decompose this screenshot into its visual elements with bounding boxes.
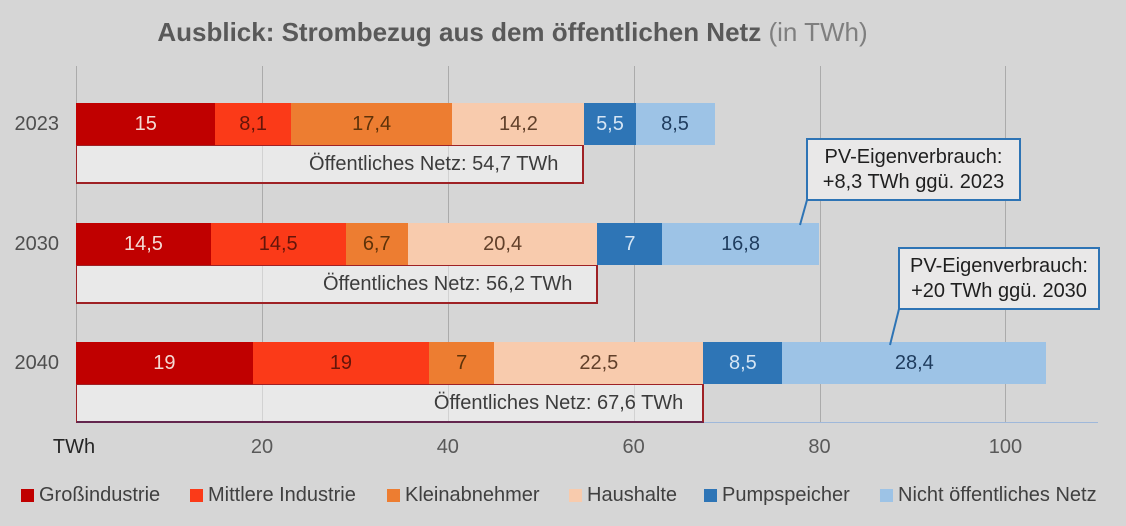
bar-segment-2040-1: 19 bbox=[76, 342, 253, 384]
legend-swatch-1 bbox=[21, 488, 34, 502]
callout-leader-2030 bbox=[799, 199, 808, 226]
value-label: 28,4 bbox=[894, 351, 934, 374]
value-label: 14,5 bbox=[258, 232, 298, 255]
gridline-80 bbox=[819, 66, 821, 423]
legend-label-6: Nicht öffentliches Netz bbox=[898, 483, 1097, 506]
bar-segment-2040-2: 19 bbox=[252, 342, 430, 384]
bar-segment-2023-3: 17,4 bbox=[290, 103, 453, 145]
bar-segment-2023-6: 8,5 bbox=[635, 103, 715, 145]
x-axis-unit: TWh bbox=[52, 436, 96, 458]
category-label-2040: 2040 bbox=[14, 351, 60, 374]
public-net-box-2030: Öffentliches Netz: 56,2 TWh bbox=[76, 265, 599, 304]
public-net-box-2023: Öffentliches Netz: 54,7 TWh bbox=[76, 145, 585, 184]
value-label: 6,7 bbox=[362, 232, 391, 255]
legend-swatch-4 bbox=[569, 488, 582, 502]
category-label-2023: 2023 bbox=[14, 112, 60, 135]
value-label: 14,5 bbox=[123, 232, 163, 255]
value-label: 15 bbox=[134, 112, 157, 135]
bar-segment-2040-4: 22,5 bbox=[494, 342, 704, 384]
value-label: 17,4 bbox=[352, 112, 392, 135]
bar-segment-2040-3: 7 bbox=[429, 342, 495, 384]
legend-label-1: Großindustrie bbox=[39, 483, 161, 506]
chart-title-text: Ausblick: Strombezug aus dem öffentliche… bbox=[157, 17, 762, 47]
bar-segment-2040-5: 8,5 bbox=[703, 342, 783, 384]
legend-label-2: Mittlere Industrie bbox=[208, 483, 356, 506]
chart-title-unit: (in TWh) bbox=[768, 17, 868, 47]
legend-swatch-5 bbox=[704, 488, 717, 502]
value-label: 8,5 bbox=[728, 351, 757, 374]
legend-item-2: Mittlere Industrie bbox=[190, 483, 356, 506]
callout-pv-2040-line2: +20 TWh ggü. 2030 bbox=[911, 279, 1087, 302]
callout-pv-2030-line1: PV-Eigenverbrauch: bbox=[824, 145, 1003, 168]
legend-swatch-2 bbox=[190, 488, 203, 502]
legend-label-5: Pumpspeicher bbox=[722, 483, 850, 506]
value-label: 8,1 bbox=[239, 112, 268, 135]
x-tick-20: 20 bbox=[250, 436, 274, 458]
bar-segment-2023-5: 5,5 bbox=[584, 103, 636, 145]
value-label: 7 bbox=[624, 232, 636, 255]
legend-swatch-6 bbox=[880, 488, 893, 502]
x-tick-60: 60 bbox=[622, 436, 645, 458]
callout-pv-2030: PV-Eigenverbrauch: +8,3 TWh ggü. 2023 bbox=[806, 138, 1021, 201]
bar-segment-2030-6: 16,8 bbox=[662, 223, 819, 265]
callout-pv-2040: PV-Eigenverbrauch: +20 TWh ggü. 2030 bbox=[898, 247, 1100, 310]
legend-item-5: Pumpspeicher bbox=[704, 483, 850, 506]
category-label-2030: 2030 bbox=[14, 232, 60, 255]
public-net-box-2040: Öffentliches Netz: 67,6 TWh bbox=[76, 384, 705, 423]
legend-item-1: Großindustrie bbox=[21, 483, 161, 506]
bar-segment-2030-1: 14,5 bbox=[76, 223, 211, 265]
legend-swatch-3 bbox=[387, 488, 400, 502]
chart-title: Ausblick: Strombezug aus dem öffentliche… bbox=[0, 17, 1025, 48]
public-net-label-2040: Öffentliches Netz: 67,6 TWh bbox=[433, 391, 684, 414]
bar-segment-2030-4: 20,4 bbox=[407, 223, 598, 265]
bar-segment-2040-6: 28,4 bbox=[782, 342, 1047, 384]
public-net-label-2030: Öffentliches Netz: 56,2 TWh bbox=[322, 272, 573, 295]
bar-segment-2030-2: 14,5 bbox=[210, 223, 346, 265]
gridline-100 bbox=[1005, 66, 1007, 423]
value-label: 19 bbox=[329, 351, 353, 374]
bar-segment-2023-1: 15 bbox=[76, 103, 216, 145]
value-label: 8,5 bbox=[661, 112, 689, 135]
value-label: 16,8 bbox=[721, 232, 760, 255]
bar-segment-2023-4: 14,2 bbox=[452, 103, 585, 145]
legend-item-6: Nicht öffentliches Netz bbox=[880, 483, 1097, 506]
bar-segment-2023-2: 8,1 bbox=[215, 103, 291, 145]
callout-leader-2040 bbox=[889, 308, 900, 346]
callout-pv-2030-line2: +8,3 TWh ggü. 2023 bbox=[822, 170, 1005, 193]
x-tick-80: 80 bbox=[808, 436, 831, 458]
x-tick-40: 40 bbox=[436, 436, 459, 458]
value-label: 22,5 bbox=[579, 351, 619, 374]
value-label: 20,4 bbox=[483, 232, 523, 255]
bar-segment-2030-3: 6,7 bbox=[345, 223, 408, 265]
legend-label-3: Kleinabnehmer bbox=[405, 483, 540, 506]
value-label: 7 bbox=[456, 351, 468, 374]
legend-item-3: Kleinabnehmer bbox=[387, 483, 540, 506]
bar-segment-2030-5: 7 bbox=[597, 223, 663, 265]
public-net-label-2023: Öffentliches Netz: 54,7 TWh bbox=[309, 152, 559, 175]
legend-item-4: Haushalte bbox=[569, 483, 678, 506]
callout-pv-2040-line1: PV-Eigenverbrauch: bbox=[910, 254, 1088, 277]
x-tick-100: 100 bbox=[988, 436, 1023, 458]
value-label: 14,2 bbox=[498, 112, 538, 135]
value-label: 19 bbox=[153, 351, 176, 374]
value-label: 5,5 bbox=[596, 112, 624, 135]
legend-label-4: Haushalte bbox=[587, 483, 678, 506]
